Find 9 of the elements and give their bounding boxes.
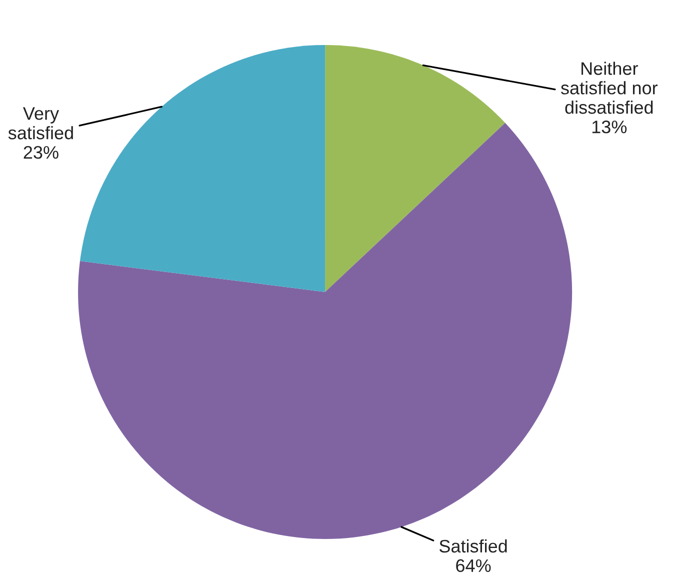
slice-label: Neither satisfied nor dissatisfied [560,62,658,114]
slice-label: Satisfied [439,539,507,553]
data-label: 23% [24,146,58,159]
pie-slice [325,44,506,292]
slice-label: Very satisfied [8,107,73,140]
data-label: 64% [456,559,491,572]
pie-slice [80,44,326,292]
pie-slice [78,122,572,539]
data-label: 13% [592,120,627,134]
